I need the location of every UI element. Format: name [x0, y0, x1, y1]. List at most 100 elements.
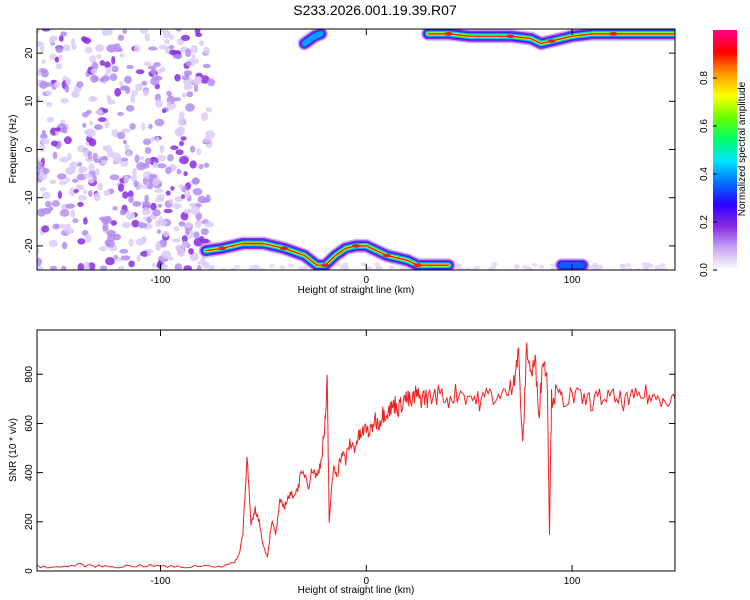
noise-blob [84, 46, 93, 54]
noise-blob [89, 55, 97, 63]
noise-blob [233, 264, 240, 269]
noise-blob [60, 265, 67, 270]
noise-blob [97, 117, 107, 122]
noise-blob [40, 133, 48, 140]
noise-blob [183, 209, 193, 214]
ridge-peak [444, 32, 453, 36]
noise-blob [174, 128, 184, 137]
noise-blob [180, 194, 186, 199]
noise-blob [94, 158, 101, 163]
noise-blob [48, 206, 54, 211]
noise-blob [375, 265, 382, 270]
noise-blob [95, 109, 103, 115]
noise-blob [194, 29, 201, 35]
noise-blob [105, 257, 115, 266]
noise-blob [129, 212, 135, 219]
noise-blob [165, 190, 171, 196]
y-tick-label: -20 [24, 238, 35, 253]
noise-blob [111, 56, 116, 65]
x-tick-label: 0 [364, 576, 370, 587]
noise-blob [229, 267, 236, 270]
noise-blob [197, 260, 207, 265]
noise-blob [72, 218, 79, 224]
noise-blob [627, 267, 633, 270]
noise-blob [399, 266, 406, 270]
noise-blob [180, 211, 189, 221]
noise-blob [39, 186, 47, 192]
noise-blob [37, 265, 43, 270]
noise-blob [37, 70, 42, 76]
noise-blob [127, 190, 134, 198]
noise-blob [148, 46, 158, 51]
noise-blob [103, 189, 111, 197]
noise-blob [185, 228, 190, 236]
noise-blob [203, 162, 210, 168]
noise-blob [200, 238, 210, 244]
noise-blob [194, 58, 199, 64]
noise-blob [166, 90, 172, 97]
ridge-peak [609, 32, 618, 36]
noise-blob [64, 85, 70, 93]
noise-blob [119, 248, 129, 254]
noise-blob [84, 261, 90, 270]
noise-blob [76, 173, 87, 181]
noise-blob [513, 264, 520, 269]
snr-frame [36, 329, 676, 572]
noise-blob [99, 265, 108, 270]
noise-blob [61, 241, 68, 250]
noise-blob [625, 263, 632, 267]
noise-blob [204, 221, 214, 228]
noise-blob [136, 69, 145, 75]
noise-blob [130, 175, 137, 182]
noise-blob [181, 75, 190, 81]
noise-blob [185, 48, 192, 58]
noise-blob [157, 203, 163, 208]
noise-blob [180, 34, 191, 42]
noise-blob [153, 161, 158, 169]
ridge-peak [352, 244, 360, 248]
noise-blob [90, 74, 99, 83]
noise-blob [42, 168, 50, 175]
noise-blob [40, 45, 45, 53]
noise-blob [118, 183, 124, 192]
noise-blob [106, 95, 112, 103]
noise-blob [41, 207, 52, 215]
noise-blob [183, 70, 192, 76]
noise-blob [48, 239, 58, 248]
noise-blob [191, 177, 200, 185]
noise-blob [37, 247, 40, 255]
noise-blob [135, 83, 143, 92]
noise-blob [133, 44, 141, 53]
noise-blob [159, 144, 165, 154]
noise-blob [183, 171, 188, 177]
noise-blob [550, 263, 557, 268]
colorbar-tick-label: 0.0 [699, 263, 710, 277]
noise-blob [181, 235, 188, 243]
noise-blob [141, 80, 148, 86]
noise-blob [185, 103, 195, 112]
noise-blob [141, 122, 146, 131]
noise-blob [279, 265, 286, 270]
colorbar-tick-label: 0.2 [699, 215, 710, 229]
noise-blob [59, 156, 70, 163]
noise-blob [73, 189, 79, 194]
noise-blob [179, 156, 189, 165]
noise-blob [58, 224, 69, 229]
noise-blob [179, 140, 184, 147]
noise-blob [77, 201, 84, 207]
noise-blob [132, 168, 138, 177]
noise-blob [143, 61, 152, 67]
noise-blob [173, 97, 182, 102]
noise-blob [144, 146, 152, 155]
noise-blob [157, 163, 167, 169]
noise-blob [124, 144, 130, 151]
noise-blob [157, 260, 163, 270]
noise-blob [455, 266, 462, 270]
noise-blob [167, 154, 174, 162]
noise-blob [57, 190, 63, 199]
noise-blob [53, 223, 60, 230]
noise-blob [169, 34, 175, 40]
noise-blob [77, 263, 85, 270]
noise-blob [144, 157, 152, 165]
noise-blob [41, 29, 51, 32]
